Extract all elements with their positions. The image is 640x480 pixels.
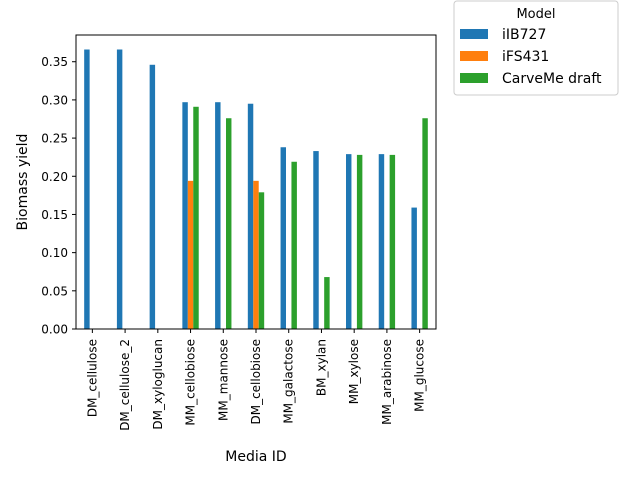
x-axis-title: Media ID (225, 449, 286, 465)
legend-items: iIB727 iFS431 CarveMe draft (460, 27, 602, 87)
x-tick-label: MM_cellobiose (184, 339, 198, 426)
y-tick-label: 0.35 (41, 55, 68, 69)
y-axis-ticks: 0.00 0.05 0.10 0.15 0.20 0.25 0.30 0.35 (41, 55, 76, 337)
bar-ifs431-mm-cellobiose (187, 180, 194, 329)
x-tick-label: DM_xyloglucan (151, 339, 165, 430)
x-tick-label: MM_arabinose (380, 339, 394, 425)
legend-label: iFS431 (502, 49, 549, 65)
bar-iib727-dm-cellulose (84, 49, 90, 329)
legend: Model iIB727 iFS431 CarveMe draft (453, 0, 619, 96)
legend-title: Model (516, 7, 555, 22)
bar-carveme-draft-mm-xylose (356, 154, 363, 329)
bar-iib727-dm-cellobiose (247, 103, 254, 329)
bar-iib727-bm-xylan (313, 151, 319, 329)
bar-iib727-mm-cellobiose (182, 102, 188, 329)
bar-carveme-draft-mm-mannose (226, 118, 232, 330)
y-tick-label: 0.25 (41, 132, 68, 146)
y-tick-label: 0.05 (41, 284, 68, 298)
plot-frame (75, 34, 437, 330)
y-axis-title: Biomass yield (15, 134, 31, 231)
legend-box (453, 0, 619, 96)
x-axis-ticks: DM_cellulose DM_cellulose_2 DM_xyloglucan M… (85, 329, 427, 431)
bar-carveme-draft-dm-cellobiose (258, 192, 265, 329)
bar-carveme-draft-mm-cellobiose (193, 106, 199, 329)
legend-label: CarveMe draft (502, 71, 602, 87)
bar-iib727-mm-xylose (346, 154, 352, 329)
bar-carveme-draft-mm-galactose (291, 161, 297, 329)
legend-swatch (460, 51, 488, 61)
x-tick-label: MM_galactose (282, 339, 296, 424)
legend-swatch (460, 73, 488, 83)
bar-iib727-dm-cellulose-2 (116, 49, 123, 329)
x-tick-label: MM_glucose (413, 339, 427, 412)
bar-iib727-mm-galactose (280, 147, 286, 329)
bars-group (84, 49, 428, 330)
x-tick-label: MM_xylose (347, 339, 361, 404)
y-tick-label: 0.20 (41, 170, 68, 184)
x-tick-label: BM_xylan (314, 339, 328, 396)
legend-swatch (460, 29, 488, 39)
y-tick-label: 0.00 (41, 323, 68, 337)
x-tick-label: DM_cellulose (85, 339, 99, 417)
bar-carveme-draft-mm-arabinose (389, 154, 396, 329)
y-tick-label: 0.10 (41, 246, 68, 260)
y-tick-label: 0.15 (41, 208, 68, 222)
bar-iib727-dm-xyloglucan (149, 64, 156, 329)
x-tick-label: DM_cellobiose (249, 339, 263, 425)
x-tick-label: MM_mannose (216, 339, 230, 421)
y-tick-label: 0.30 (41, 93, 68, 107)
bar-ifs431-dm-cellobiose (253, 180, 259, 329)
legend-label: iIB727 (502, 27, 546, 43)
bar-iib727-mm-arabinose (378, 154, 385, 329)
bar-carveme-draft-bm-xylan (324, 277, 330, 329)
bar-iib727-mm-mannose (215, 102, 221, 329)
x-tick-label: DM_cellulose_2 (118, 339, 132, 431)
bar-iib727-mm-glucose (411, 207, 417, 329)
bar-carveme-draft-mm-glucose (422, 118, 428, 330)
